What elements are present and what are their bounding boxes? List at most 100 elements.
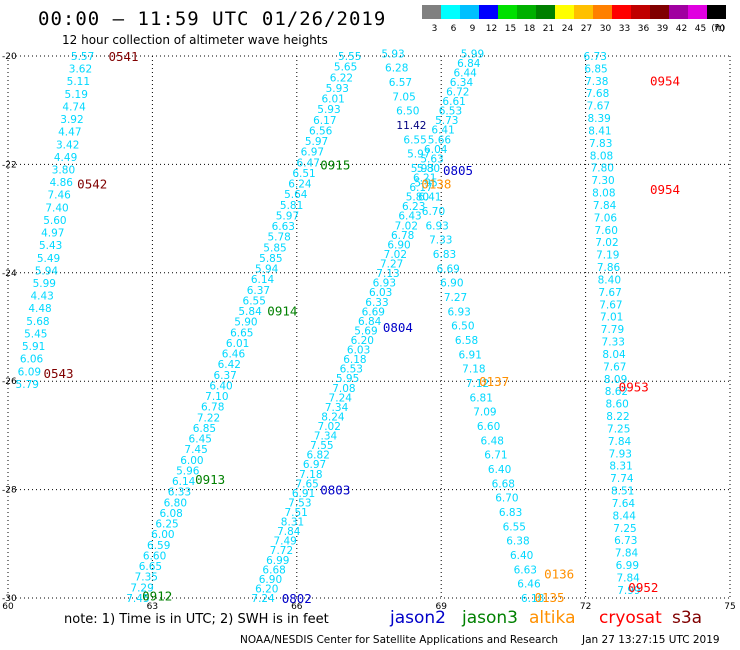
- swh-value: 6.08: [159, 508, 182, 520]
- swh-value: 7.67: [599, 299, 622, 311]
- credit-text: NOAA/NESDIS Center for Satellite Applica…: [240, 634, 558, 646]
- swh-value: 6.85: [584, 63, 607, 75]
- swh-value: 6.45: [189, 434, 212, 446]
- swh-value: 3.80: [52, 165, 75, 177]
- swh-value: 6.40: [510, 550, 533, 562]
- swh-value: 6.51: [292, 168, 315, 180]
- swh-value: 5.95: [414, 177, 437, 189]
- swh-value: 8.40: [598, 274, 621, 286]
- swh-value: 6.60: [477, 421, 500, 433]
- swh-value: 6.58: [455, 335, 478, 347]
- time-label: 0136: [544, 567, 574, 582]
- sat-label-cryosat: cryosat: [599, 608, 662, 628]
- swh-value: 6.55: [403, 134, 426, 146]
- lon-tick-label: 66: [291, 602, 303, 610]
- swh-value: 6.97: [301, 147, 324, 159]
- swh-value: 6.20: [351, 335, 374, 347]
- swh-value: 7.35: [135, 572, 158, 584]
- legend-label: 36: [638, 24, 650, 34]
- swh-value: 6.23: [402, 201, 425, 213]
- swh-value: 5.99: [461, 48, 484, 60]
- swh-value: 5.99: [33, 278, 56, 290]
- legend-label: 21: [543, 24, 554, 34]
- lat-tick-label: -30: [2, 594, 17, 604]
- swh-value: 6.57: [389, 77, 412, 89]
- swh-value: 5.93: [411, 163, 434, 175]
- legend-label: 39: [657, 24, 669, 34]
- swh-value: 7.13: [376, 268, 399, 280]
- swh-value: 7.27: [380, 259, 403, 271]
- swh-value: 6.14: [172, 476, 196, 488]
- sat-label-altika: altika: [529, 608, 576, 628]
- swh-value: 4.47: [58, 127, 81, 139]
- legend-label: 33: [619, 24, 630, 34]
- swh-value: 8.08: [592, 188, 615, 200]
- swh-value: 5.68: [26, 316, 49, 328]
- swh-value: 6.78: [201, 402, 224, 414]
- swh-value: 6.04: [424, 144, 448, 156]
- swh-value: 6.34: [450, 77, 474, 89]
- swh-value: 5.97: [305, 136, 328, 148]
- swh-value: 7.84: [608, 436, 632, 448]
- swh-value: 6.33: [365, 297, 388, 309]
- sat-label-jason3: jason3: [462, 608, 518, 628]
- swh-value: 5.49: [37, 253, 60, 265]
- swh-value: 7.93: [609, 448, 632, 460]
- swh-value: 7.38: [585, 76, 608, 88]
- time-label: 0138: [421, 176, 451, 191]
- swh-value: 4.43: [30, 291, 53, 303]
- swh-value: 6.47: [297, 157, 320, 169]
- swh-value: 7.33: [429, 235, 452, 247]
- swh-value: 5.97: [276, 210, 299, 222]
- swh-value: 7.79: [601, 324, 624, 336]
- swh-value: 6.25: [155, 519, 178, 531]
- legend-swatch: [498, 5, 517, 19]
- legend-label: 3: [432, 24, 438, 34]
- swh-value: 6.81: [470, 392, 493, 404]
- legend-label: 42: [676, 24, 687, 34]
- lat-tick-label: -20: [2, 52, 17, 62]
- time-label: 0953: [619, 380, 649, 395]
- swh-value: 8.51: [611, 486, 634, 498]
- swh-value: 6.06: [20, 354, 44, 366]
- swh-value: 6.37: [213, 370, 236, 382]
- swh-value: 5.80: [417, 163, 440, 175]
- legend-swatch: [650, 5, 669, 19]
- swh-value: 6.17: [409, 182, 432, 194]
- swh-value: 6.59: [147, 540, 170, 552]
- swh-value: 5.93: [381, 48, 404, 60]
- swh-value: 6.91: [292, 488, 315, 500]
- swh-value: 7.33: [602, 337, 625, 349]
- swh-value: 6.00: [151, 529, 174, 541]
- time-label: 0541: [108, 49, 138, 64]
- swh-value: 7.67: [587, 101, 610, 113]
- swh-value: 7.24: [251, 593, 275, 605]
- timestamp: Jan 27 13:27:15 UTC 2019: [582, 634, 720, 646]
- legend-label: 12: [486, 24, 497, 34]
- sat-label-jason2: jason2: [390, 608, 446, 628]
- swh-value: 7.67: [598, 287, 621, 299]
- footer-note: note: 1) Time is in UTC; 2) SWH is in fe…: [64, 612, 329, 627]
- swh-value: 5.93: [326, 83, 349, 95]
- swh-value: 7.45: [184, 444, 207, 456]
- swh-value: 5.95: [336, 373, 359, 385]
- swh-value: 8.09: [604, 374, 627, 386]
- swh-value: 7.10: [205, 391, 228, 403]
- swh-value: 7.01: [600, 312, 623, 324]
- swh-value: 7.27: [444, 292, 467, 304]
- legend-swatch: [441, 5, 460, 19]
- swh-value: 6.40: [488, 464, 511, 476]
- swh-value: 6.84: [457, 58, 481, 70]
- swh-value: 6.90: [259, 574, 282, 586]
- swh-value: 6.41: [431, 125, 454, 137]
- swh-value: 6.73: [614, 535, 637, 547]
- swh-value: 6.37: [247, 285, 270, 297]
- swh-value: 6.55: [503, 521, 526, 533]
- swh-value: 5.93: [317, 104, 340, 116]
- swh-value: 7.46: [47, 190, 71, 202]
- legend-label: 70: [714, 24, 726, 34]
- time-label: 0135: [534, 590, 564, 605]
- swh-value: 7.60: [595, 225, 618, 237]
- swh-value: 5.11: [67, 76, 90, 88]
- swh-value: 3.42: [56, 139, 79, 151]
